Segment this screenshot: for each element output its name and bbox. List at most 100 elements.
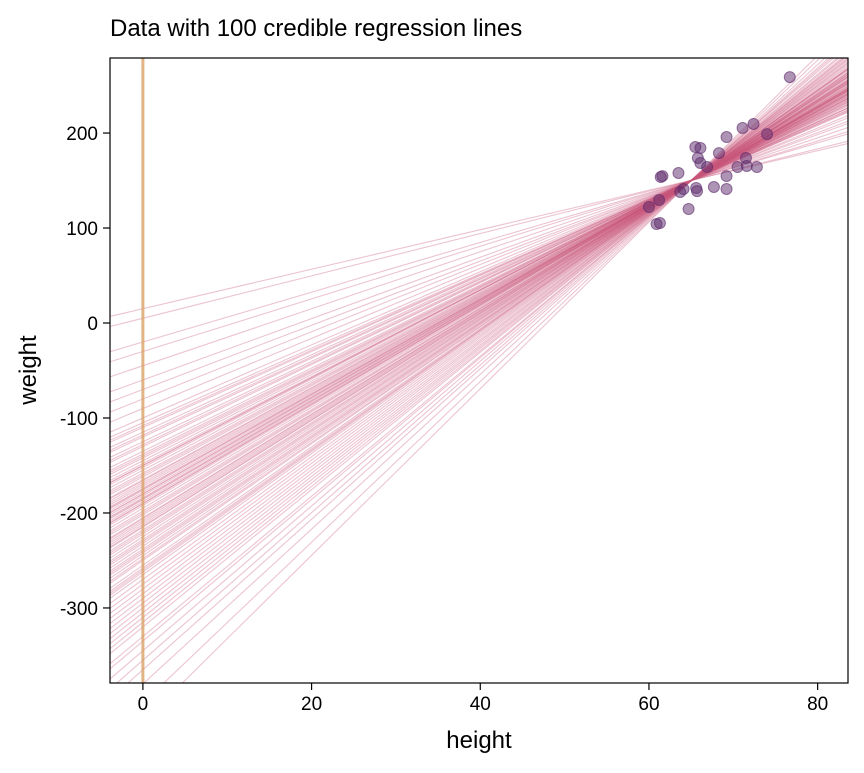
- data-point: [707, 180, 720, 193]
- regression-line: [110, 92, 848, 508]
- regression-line: [110, 79, 848, 556]
- regression-line: [163, 58, 821, 683]
- regression-line: [110, 74, 848, 572]
- data-point: [720, 170, 733, 183]
- data-point: [720, 131, 733, 144]
- regression-line: [110, 109, 848, 443]
- data-point: [672, 167, 685, 180]
- data-point: [720, 182, 733, 195]
- regression-line: [110, 70, 848, 589]
- data-point: [654, 171, 667, 184]
- regression-line: [110, 82, 848, 542]
- regression-line: [110, 104, 848, 461]
- data-point: [740, 159, 753, 172]
- y-tick-label: 200: [66, 124, 98, 145]
- regression-line: [110, 89, 848, 519]
- regression-line: [110, 105, 848, 458]
- regression-line: [110, 117, 848, 413]
- regression-line: [110, 88, 848, 520]
- regression-line: [110, 94, 848, 500]
- x-axis: 0 20 40 60 80: [138, 683, 828, 715]
- regression-line: [110, 87, 848, 526]
- regression-line: [110, 72, 848, 582]
- regression-line: [110, 74, 848, 574]
- x-tick-label: 0: [138, 694, 149, 715]
- data-point: [653, 194, 666, 207]
- data-point: [736, 122, 749, 135]
- regression-line: [110, 95, 848, 496]
- regression-line: [110, 131, 848, 363]
- regression-line: [110, 92, 848, 506]
- regression-line: [110, 98, 848, 484]
- data-point: [747, 118, 760, 131]
- y-tick-label: -300: [60, 599, 98, 620]
- regression-line: [110, 84, 848, 536]
- regression-line: [110, 58, 848, 640]
- regression-line: [110, 96, 848, 492]
- regression-line: [110, 62, 848, 614]
- x-tick-label: 20: [301, 694, 322, 715]
- regression-line: [143, 58, 826, 683]
- x-tick-label: 60: [638, 694, 659, 715]
- data-point: [701, 161, 714, 174]
- regression-line: [110, 76, 848, 564]
- regression-line: [110, 58, 848, 630]
- regression-line: [110, 83, 848, 540]
- regression-line: [110, 58, 843, 655]
- regression-line: [110, 85, 848, 534]
- regression-line: [110, 79, 848, 554]
- regression-line: [110, 89, 848, 518]
- regression-line: [110, 67, 848, 599]
- regression-line: [110, 110, 848, 438]
- regression-line: [110, 71, 848, 584]
- regression-line: [110, 87, 848, 524]
- regression-line: [110, 64, 848, 609]
- regression-line: [110, 120, 848, 403]
- x-tick-label: 80: [807, 694, 828, 715]
- regression-line: [110, 88, 848, 522]
- regression-line: [110, 90, 848, 514]
- regression-line: [110, 68, 848, 594]
- regression-line: [110, 107, 848, 448]
- regression-line: [110, 75, 848, 566]
- regression-line: [110, 95, 848, 494]
- regression-line: [110, 90, 848, 512]
- data-points: [642, 71, 796, 231]
- regression-line: [110, 94, 848, 499]
- y-axis: -300 -200 -100 0 100 200: [60, 124, 110, 620]
- regression-line: [110, 93, 848, 504]
- regression-line: [110, 72, 848, 579]
- data-point: [682, 203, 695, 216]
- regression-line: [110, 81, 848, 546]
- plot-frame: [109, 57, 849, 684]
- regression-line: [110, 93, 848, 502]
- regression-line: [110, 89, 848, 516]
- regression-line: [110, 66, 848, 604]
- regression-line: [110, 100, 848, 476]
- regression-line: [110, 76, 848, 562]
- regression-line: [110, 87, 848, 524]
- regression-line: [110, 122, 848, 393]
- regression-line: [110, 127, 848, 378]
- regression-line: [110, 97, 848, 486]
- regression-line: [110, 103, 848, 463]
- regression-line: [110, 80, 848, 549]
- regression-line: [110, 86, 848, 529]
- regression-line: [110, 98, 848, 484]
- regression-line: [110, 58, 840, 665]
- regression-line: [110, 102, 848, 468]
- regression-line: [110, 73, 848, 576]
- data-point: [653, 216, 666, 229]
- regression-line: [110, 109, 848, 441]
- regression-line: [110, 67, 848, 596]
- y-tick-label: 0: [87, 314, 98, 335]
- regression-line: [110, 99, 848, 479]
- regression-line: [110, 111, 848, 433]
- data-point: [712, 147, 725, 160]
- regression-line: [110, 58, 838, 670]
- regression-line: [110, 82, 848, 544]
- x-tick-label: 40: [470, 694, 491, 715]
- data-point: [642, 201, 655, 214]
- regression-line: [110, 101, 848, 473]
